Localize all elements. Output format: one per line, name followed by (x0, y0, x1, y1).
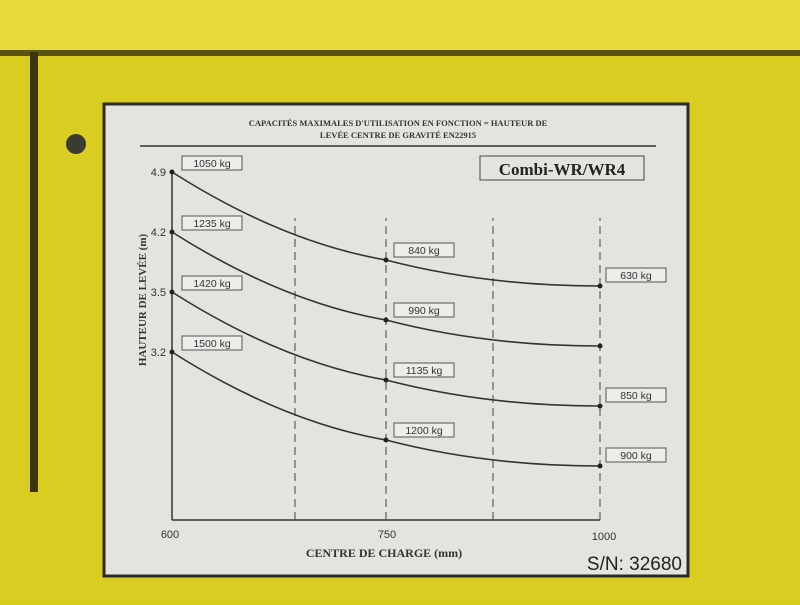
side-seam (30, 52, 38, 492)
model-box (479, 155, 645, 181)
data-point (383, 317, 389, 323)
data-point (383, 257, 389, 263)
header-line2: LEVÉE CENTRE DE GRAVITÉ EN22915 (320, 130, 476, 140)
capacity-label: 1200 kg (405, 425, 443, 437)
capacity-label-box (393, 242, 455, 258)
data-point (169, 289, 175, 295)
capacity-label-box (605, 267, 667, 283)
serial-number: S/N: 32680 (587, 554, 682, 575)
capacity-label: 1420 kg (193, 278, 231, 290)
height-tick: 3.2 (151, 347, 166, 359)
capacity-label: 630 kg (620, 270, 652, 282)
x-tick-600: 600 (161, 529, 179, 541)
height-tick: 4.9 (151, 167, 166, 179)
capacity-label-box (393, 302, 455, 318)
model-label: Combi-WR/WR4 (499, 160, 626, 179)
capacity-label: 840 kg (408, 245, 440, 257)
capacity-label: 1235 kg (193, 218, 231, 230)
capacity-label-box (181, 335, 243, 351)
capacity-label: 900 kg (620, 450, 652, 462)
capacity-label-box (181, 155, 243, 171)
x-tick-1000: 1000 (592, 531, 616, 543)
data-point (597, 463, 603, 469)
height-tick: 4.2 (151, 227, 166, 239)
data-point (169, 349, 175, 355)
x-tick-750: 750 (378, 529, 396, 541)
data-point (597, 283, 603, 289)
data-point (597, 403, 603, 409)
capacity-label: 1500 kg (193, 338, 231, 350)
data-point (169, 169, 175, 175)
capacity-label: 990 kg (408, 305, 440, 317)
x-axis-label: CENTRE DE CHARGE (mm) (306, 546, 462, 560)
capacity-label: 850 kg (620, 390, 652, 402)
capacity-label-box (605, 387, 667, 403)
header-line1: CAPACITÉS MAXIMALES D'UTILISATION EN FON… (249, 118, 548, 128)
panel-seam (0, 50, 800, 56)
capacity-label-box (393, 362, 455, 378)
capacity-label: 1050 kg (193, 158, 231, 170)
data-point (383, 437, 389, 443)
data-point (383, 377, 389, 383)
capacity-label-box (605, 447, 667, 463)
bolt-icon (66, 134, 86, 154)
data-point (597, 343, 603, 349)
capacity-label: 1135 kg (406, 365, 443, 377)
capacity-label-box (181, 275, 243, 291)
top-panel (0, 0, 800, 52)
height-tick: 3.5 (151, 287, 166, 299)
data-point (169, 229, 175, 235)
capacity-label-box (393, 422, 455, 438)
y-axis-label: HAUTEUR DE LEVÉE (m) (137, 234, 149, 367)
capacity-label-box (181, 215, 243, 231)
